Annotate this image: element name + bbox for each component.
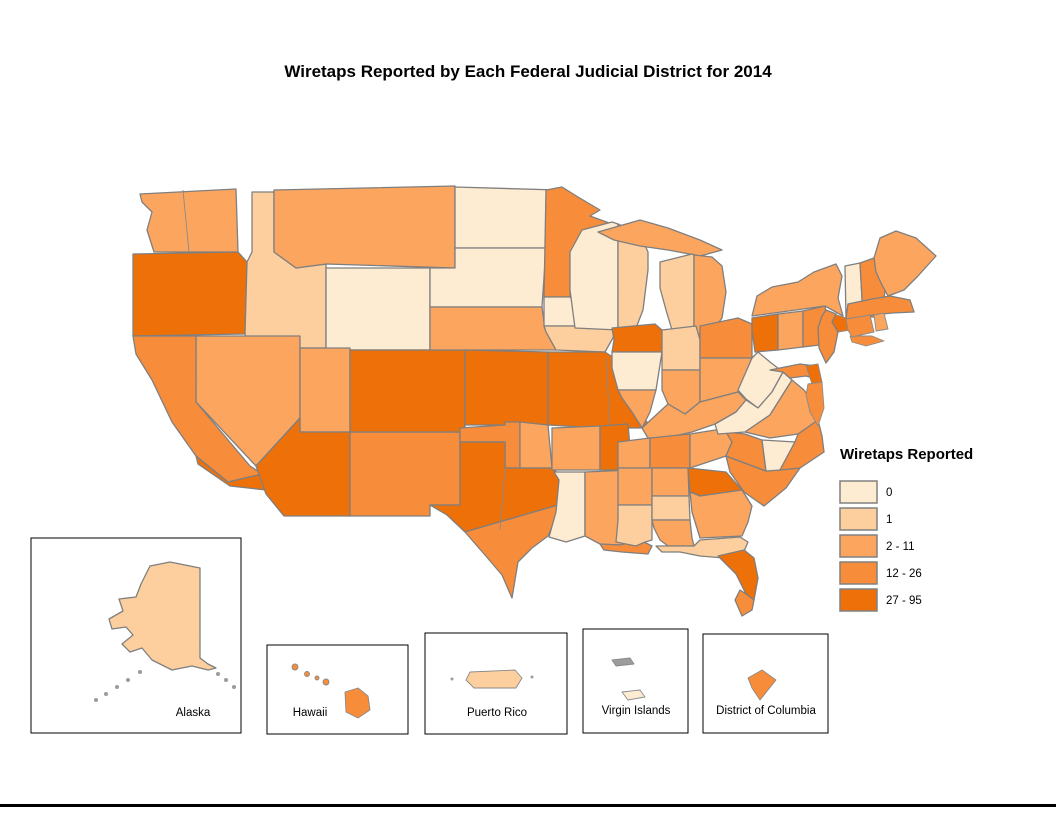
district-of-columbia-inset-label: District of Columbia: [716, 705, 816, 717]
legend-swatch-2: [839, 534, 878, 558]
us-map: [132, 185, 937, 617]
region-florida-middle: [717, 549, 759, 601]
virgin-islands-inset-label: Virgin Islands: [602, 705, 671, 717]
region-north-dakota: [454, 186, 559, 249]
legend-swatch-4: [839, 588, 878, 612]
region-district-of-columbia: [747, 669, 777, 701]
legend-label-2: 2 - 11: [886, 541, 915, 553]
legend-swatch-1: [839, 507, 878, 531]
bottom-divider: [0, 804, 1056, 807]
region-georgia-south: [689, 489, 753, 539]
region-michigan-upper: [597, 219, 723, 257]
virgin-islands-inset-box: [582, 628, 689, 734]
region-long-island: [849, 335, 885, 347]
legend-swatch-0: [839, 480, 878, 504]
region-rhode-island: [873, 312, 889, 332]
region-north-carolina-east: [779, 419, 825, 471]
aleutian-islands-icon: [94, 670, 236, 702]
region-new-mexico: [349, 431, 461, 517]
region-nebraska: [429, 306, 557, 351]
region-tennessee-west: [617, 437, 651, 469]
region-alaska: [108, 561, 217, 671]
inset-virgin-islands: Virgin Islands: [582, 628, 689, 734]
legend-label-4: 27 - 95: [886, 595, 922, 607]
region-ohio-north: [699, 317, 753, 359]
region-alabama-south: [651, 519, 695, 547]
puerto-rico-islet-icon: [450, 677, 454, 681]
virgin-islands-north-island: [611, 657, 635, 667]
legend-label-0: 0: [886, 487, 892, 499]
inset-hawaii: Hawaii: [266, 644, 409, 735]
region-alabama-north: [651, 467, 690, 497]
hawaii-inset-label: Hawaii: [293, 707, 328, 719]
region-oklahoma-east: [519, 421, 553, 469]
legend: Wiretaps Reported 0 1 2 - 11 12 - 26 27 …: [839, 446, 973, 612]
district-line-washington: [182, 189, 190, 253]
region-montana: [273, 185, 456, 269]
region-michigan-west: [659, 253, 695, 337]
region-hawaii: [344, 687, 371, 719]
region-florida-south: [734, 589, 755, 617]
region-virgin-islands: [621, 689, 646, 701]
puerto-rico-islet-icon: [530, 675, 534, 679]
region-connecticut: [845, 314, 875, 338]
region-maine: [873, 230, 937, 297]
inset-puerto-rico: Puerto Rico: [424, 632, 568, 735]
legend-label-3: 12 - 26: [886, 568, 922, 580]
alaska-inset-box: [30, 537, 242, 734]
region-mississippi-north: [617, 467, 653, 506]
region-kansas: [464, 349, 549, 426]
region-mississippi-south: [615, 504, 653, 547]
region-new-york: [751, 263, 844, 317]
puerto-rico-inset-label: Puerto Rico: [467, 707, 527, 719]
region-colorado: [349, 349, 466, 433]
region-indiana-north: [661, 325, 701, 371]
region-washington: [139, 188, 239, 253]
region-arizona: [255, 417, 351, 517]
region-delaware: [805, 363, 823, 385]
region-illinois-north: [611, 323, 663, 353]
district-line-missouri: [605, 357, 611, 427]
region-oregon: [132, 251, 248, 337]
region-wyoming: [325, 267, 431, 351]
legend-swatch-3: [839, 561, 878, 585]
region-pennsylvania-middle: [777, 310, 804, 351]
inset-alaska: Alaska: [30, 537, 242, 734]
region-tennessee-middle: [649, 433, 691, 469]
region-utah: [299, 347, 351, 433]
puerto-rico-inset-box: [424, 632, 568, 735]
district-of-columbia-inset-box: [702, 633, 829, 734]
alaska-inset-label: Alaska: [176, 707, 211, 719]
region-puerto-rico: [465, 669, 523, 689]
region-delmarva: [805, 381, 825, 427]
region-illinois-central: [611, 351, 663, 391]
region-hawaii: [291, 663, 299, 671]
region-pennsylvania-west: [751, 313, 779, 353]
region-alabama-middle: [651, 495, 691, 521]
page-title: Wiretaps Reported by Each Federal Judici…: [284, 62, 772, 81]
region-hawaii: [304, 671, 310, 677]
legend-title: Wiretaps Reported: [840, 446, 973, 463]
district-line-texas: [499, 467, 506, 531]
region-hawaii: [314, 675, 320, 681]
region-new-jersey: [817, 309, 839, 364]
region-arkansas-west: [551, 425, 601, 471]
legend-label-1: 1: [886, 514, 892, 526]
inset-district-of-columbia: District of Columbia: [702, 633, 829, 734]
region-hawaii: [322, 678, 330, 686]
hawaii-inset-box: [266, 644, 409, 735]
